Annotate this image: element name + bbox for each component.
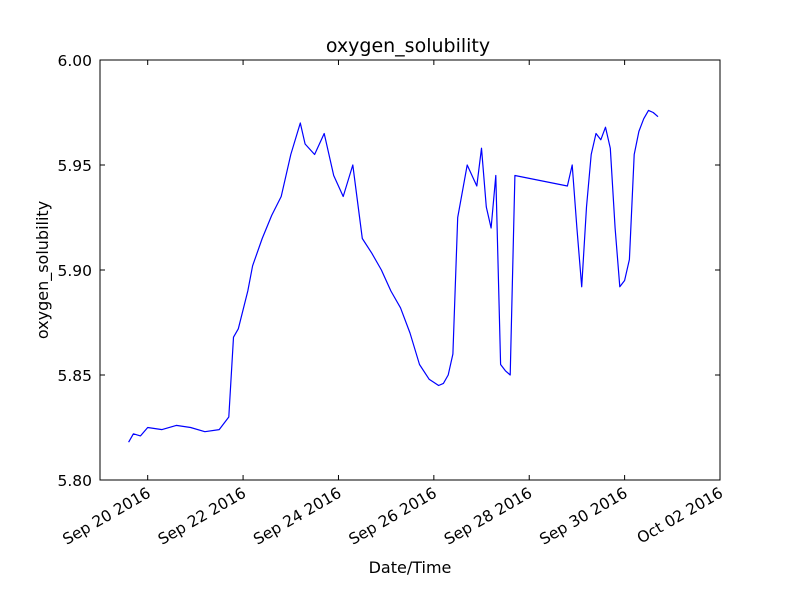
y-axis-title: oxygen_solubility xyxy=(33,201,53,339)
x-tick-label: Oct 02 2016 xyxy=(634,484,726,548)
x-tick-label: Sep 30 2016 xyxy=(537,484,631,549)
x-tick-label: Sep 26 2016 xyxy=(346,484,440,549)
y-tick-label: 5.80 xyxy=(57,472,92,490)
y-tick-label: 5.85 xyxy=(57,367,92,385)
x-tick-label: Sep 22 2016 xyxy=(155,484,249,549)
x-tick-label: Sep 20 2016 xyxy=(60,484,154,549)
y-tick-label: 6.00 xyxy=(57,52,92,70)
series-layer xyxy=(128,109,659,443)
x-tick-label: Sep 24 2016 xyxy=(250,484,344,549)
x-tick-label: Sep 28 2016 xyxy=(441,484,535,549)
x-axis-title: Date/Time xyxy=(369,558,452,577)
x-axis: Sep 20 2016 Sep 22 2016 Sep 24 2016 Sep 26 … xyxy=(60,60,726,549)
series-line-1 xyxy=(128,109,659,443)
chart-title: oxygen_solubility xyxy=(326,35,490,57)
y-tick-label: 5.95 xyxy=(57,157,92,175)
y-tick-label: 5.90 xyxy=(57,262,92,280)
y-axis: 5.80 5.85 5.90 5.95 6.00 xyxy=(57,52,720,490)
